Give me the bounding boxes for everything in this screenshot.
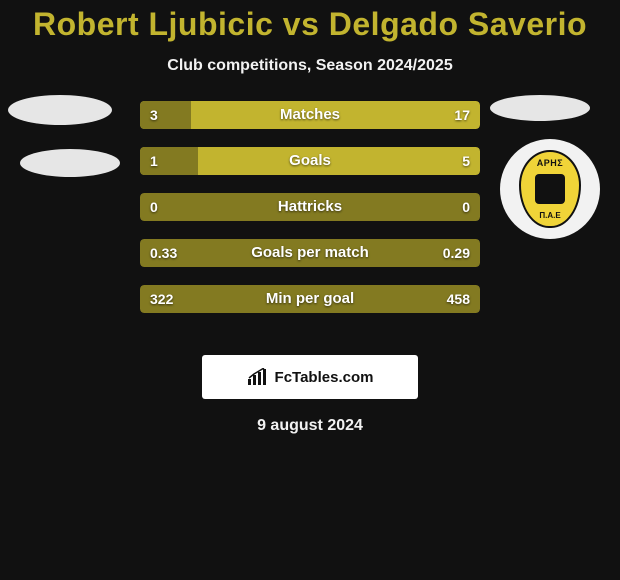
stat-value-right: 0 (462, 193, 470, 221)
stat-bars: Matches3 17 Goals1 5 Hattricks0 0 Goals per ma… (140, 101, 480, 331)
comparison-stage: ΑΡΗΣ Π.Α.Ε Matches3 17 Goals1 5 Hattricks0 0 G… (0, 101, 620, 341)
stat-label: Matches (140, 101, 480, 129)
stat-value-right: 17 (454, 101, 470, 129)
club-badge-right: ΑΡΗΣ Π.Α.Ε (500, 139, 600, 239)
stat-label: Goals per match (140, 239, 480, 267)
stat-row: Goals1 5 (140, 147, 480, 175)
stat-value-right: 0.29 (443, 239, 470, 267)
brand-box: FcTables.com (202, 355, 418, 399)
stat-row: Matches3 17 (140, 101, 480, 129)
stat-value-right: 458 (447, 285, 470, 313)
stat-row: Goals per match0.33 0.29 (140, 239, 480, 267)
stat-row: Min per goal322 458 (140, 285, 480, 313)
page-title: Robert Ljubicic vs Delgado Saverio (0, 6, 620, 43)
stat-value-left: 0.33 (150, 239, 177, 267)
player-right-ellipse (490, 95, 590, 121)
stat-row: Hattricks0 0 (140, 193, 480, 221)
stat-value-left: 1 (150, 147, 158, 175)
player-left-ellipse-2 (20, 149, 120, 177)
stat-value-left: 0 (150, 193, 158, 221)
club-badge-figure (535, 174, 565, 204)
brand-text: FcTables.com (275, 369, 374, 386)
stat-label: Min per goal (140, 285, 480, 313)
stat-label: Hattricks (140, 193, 480, 221)
stat-value-right: 5 (462, 147, 470, 175)
chart-icon (247, 368, 269, 386)
stat-value-left: 322 (150, 285, 173, 313)
stat-label: Goals (140, 147, 480, 175)
page-subtitle: Club competitions, Season 2024/2025 (0, 57, 620, 75)
club-badge-shield: ΑΡΗΣ Π.Α.Ε (519, 150, 581, 228)
report-date: 9 august 2024 (0, 417, 620, 435)
player-left-ellipse-1 (8, 95, 112, 125)
club-badge-bottom-text: Π.Α.Ε (521, 211, 579, 220)
club-badge-top-text: ΑΡΗΣ (521, 158, 579, 168)
stat-value-left: 3 (150, 101, 158, 129)
